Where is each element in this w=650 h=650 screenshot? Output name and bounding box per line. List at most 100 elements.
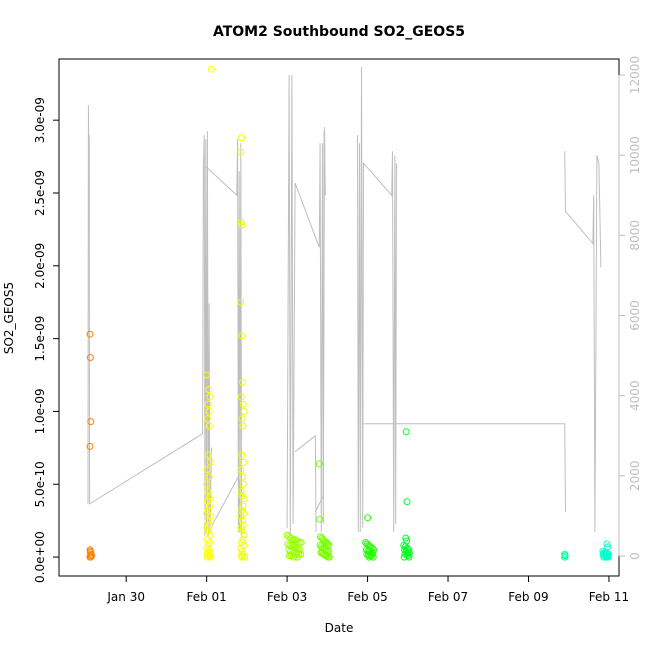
y-tick-label: 0.0e+00 <box>33 531 47 583</box>
data-point <box>287 534 295 542</box>
data-point <box>238 134 246 142</box>
y2-tick-label: 12000 <box>628 56 642 94</box>
data-point <box>206 458 214 466</box>
data-point <box>86 442 94 450</box>
data-point <box>603 540 611 548</box>
data-point <box>203 371 211 379</box>
data-point <box>293 549 301 557</box>
y2-tick-label: 8000 <box>628 220 642 251</box>
data-point <box>204 488 212 495</box>
data-point <box>364 514 372 522</box>
data-point <box>603 553 611 561</box>
data-point <box>206 393 214 401</box>
data-point <box>208 65 215 73</box>
chart-title: ATOM2 Southbound SO2_GEOS5 <box>213 24 465 40</box>
data-point <box>237 524 245 532</box>
altitude-line <box>206 139 243 536</box>
data-point <box>239 502 247 510</box>
data-point <box>325 553 333 561</box>
altitude-line <box>314 131 325 513</box>
x-tick-label: Feb 09 <box>508 590 548 604</box>
x-tick-label: Feb 11 <box>589 590 629 604</box>
x-tick-label: Feb 07 <box>428 590 468 604</box>
data-point <box>286 552 293 560</box>
altitude-line <box>357 66 397 532</box>
data-point <box>284 540 292 548</box>
data-point <box>207 553 215 561</box>
data-point <box>600 553 608 561</box>
y2-tick-label: 2000 <box>628 461 642 492</box>
data-point <box>203 466 211 474</box>
data-point <box>294 553 302 561</box>
data-point <box>203 415 211 423</box>
altitude-line <box>210 473 241 532</box>
altitude-line <box>87 105 212 536</box>
scatter-series <box>86 65 612 561</box>
data-point <box>237 512 245 520</box>
data-point <box>205 407 213 415</box>
data-point <box>316 515 324 523</box>
data-point <box>240 458 248 466</box>
data-point <box>239 422 247 430</box>
data-point <box>402 534 410 542</box>
data-point <box>238 378 246 386</box>
data-point <box>86 354 94 361</box>
data-point <box>238 517 246 525</box>
data-point <box>369 553 377 561</box>
data-point <box>402 428 410 436</box>
x-tick-label: Feb 05 <box>347 590 387 604</box>
data-point <box>400 553 408 561</box>
y-axis-label: SO2_GEOS5 <box>2 282 16 354</box>
data-point <box>237 148 245 156</box>
data-point <box>238 221 246 229</box>
data-point <box>405 553 413 561</box>
data-point <box>240 407 248 415</box>
plot-area <box>58 58 620 577</box>
y-tick-label: 3.0e-09 <box>33 97 47 143</box>
x-axis: Jan 30 Feb 01 Feb 03 Feb 05 Feb 07 Feb 09 Feb … <box>106 575 629 604</box>
data-point <box>86 330 94 338</box>
data-point <box>240 495 248 503</box>
data-point <box>204 517 212 525</box>
data-point <box>203 480 211 488</box>
y-tick-label: 1.5e-09 <box>33 316 47 362</box>
data-point <box>240 531 248 539</box>
data-point <box>204 400 212 408</box>
data-point <box>237 393 245 401</box>
y-axis: 0.0e+00 5.0e-10 1.0e-09 1.5e-09 2.0e-09 2.5e-… <box>33 97 60 583</box>
data-point <box>315 460 323 468</box>
data-point <box>206 422 213 430</box>
y2-tick-label: 4000 <box>628 380 642 411</box>
data-point <box>237 298 245 306</box>
x-tick-label: Feb 01 <box>186 590 226 604</box>
altitude-series <box>87 66 602 536</box>
y2-axis: 0 2000 4000 6000 8000 10000 12000 <box>618 56 642 560</box>
data-point <box>237 218 245 226</box>
data-point <box>238 527 246 535</box>
data-point <box>205 386 213 394</box>
data-point <box>403 498 411 506</box>
data-point <box>205 527 213 535</box>
data-point <box>241 553 248 561</box>
data-point <box>561 553 569 561</box>
y2-tick-label: 0 <box>628 552 642 560</box>
x-tick-label: Feb 03 <box>267 590 307 604</box>
y2-tick-label: 10000 <box>628 136 642 174</box>
data-point <box>238 451 246 459</box>
data-point <box>297 539 305 546</box>
data-point <box>293 537 301 545</box>
x-tick-label: Jan 30 <box>106 590 145 604</box>
y-tick-label: 5.0e-10 <box>33 461 47 507</box>
altitude-line <box>363 423 566 512</box>
data-point <box>205 473 213 481</box>
y-tick-label: 1.0e-09 <box>33 388 47 434</box>
data-point <box>238 473 246 481</box>
data-point <box>290 553 297 561</box>
data-point <box>204 451 212 459</box>
y-tick-label: 2.0e-09 <box>33 243 47 289</box>
altitude-line <box>294 434 317 532</box>
data-point <box>237 488 245 495</box>
data-point <box>203 498 211 506</box>
data-point <box>238 332 246 340</box>
